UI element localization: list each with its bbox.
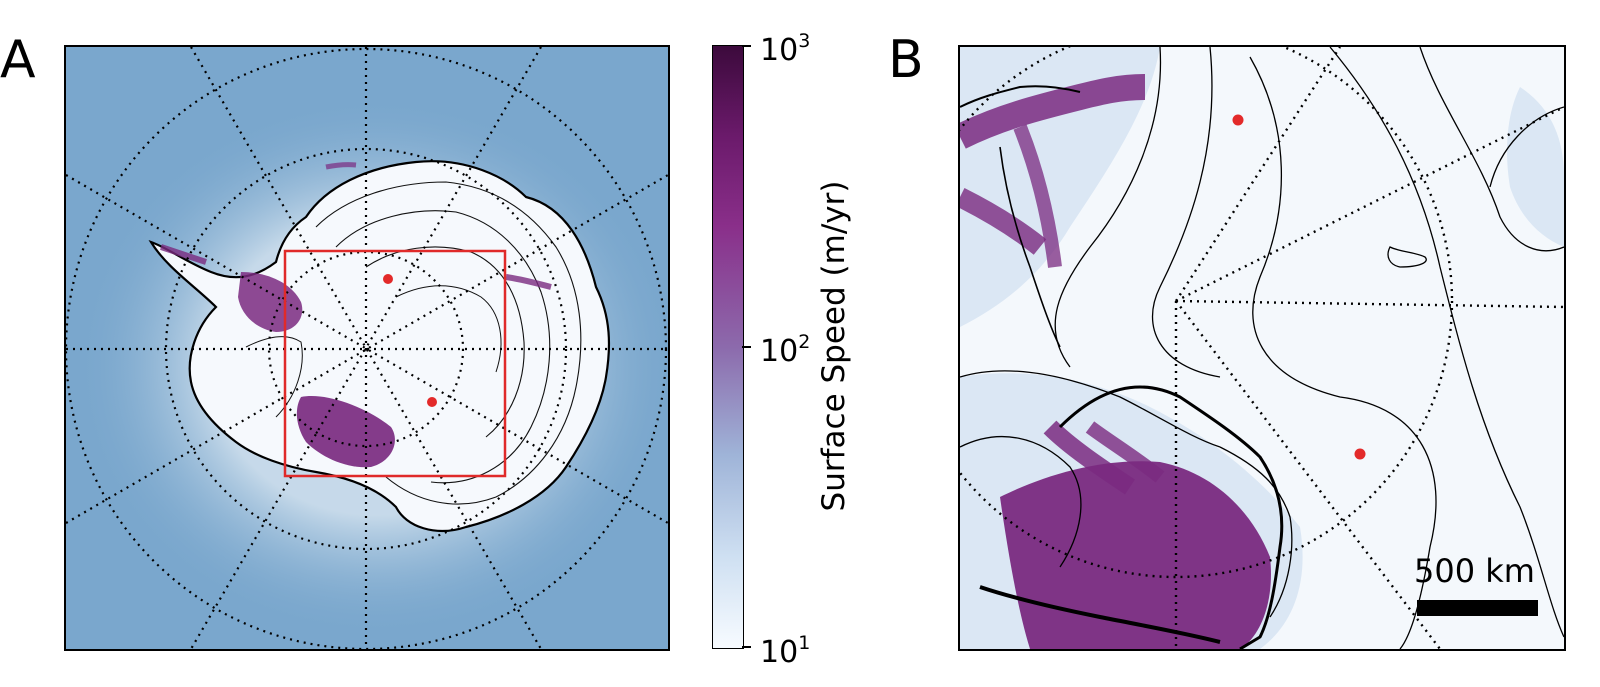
site-marker-2-zoom [1354,448,1366,460]
scale-bar-label: 500 km [1414,552,1535,590]
scale-bar [1417,600,1538,616]
surface-speed-colorbar [712,45,744,649]
site-marker-2 [427,397,437,407]
colorbar-title: Surface Speed (m/yr) [816,180,852,512]
inset-region-box [283,249,507,478]
zoomed-region-map [958,45,1566,651]
site-marker-1-zoom [1232,114,1244,126]
site-marker-1 [383,274,393,284]
colorbar-tick-bottom [742,646,751,648]
panel-label-b: B [888,30,924,90]
antarctica-overview-map [64,45,670,651]
ross-ice-shelf [296,396,395,468]
panel-label-a: A [0,30,36,90]
colorbar-tick-top [742,45,751,47]
colorbar-label-100: 102 [760,331,811,369]
colorbar-label-10: 101 [760,632,811,670]
colorbar-label-1000: 103 [760,30,811,68]
colorbar-tick-mid [742,346,751,348]
ross-ice-shelf-zoom [1000,461,1271,649]
continent-outline [148,160,611,532]
